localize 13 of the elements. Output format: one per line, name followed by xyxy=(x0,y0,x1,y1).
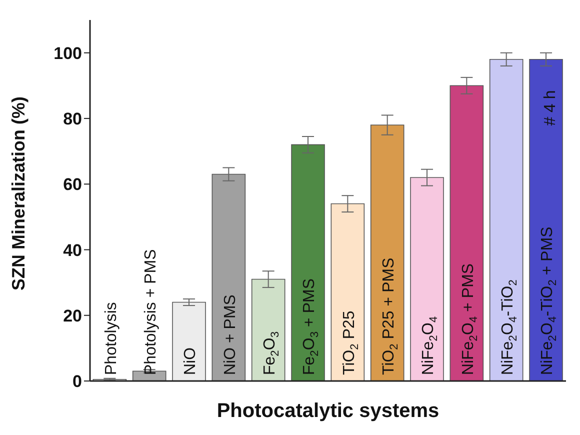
y-tick-label: 20 xyxy=(63,306,82,326)
x-tick-label: Photolysis xyxy=(102,302,120,375)
y-tick-label: 80 xyxy=(63,109,82,128)
y-tick-label: 40 xyxy=(63,240,82,260)
x-tick-label: NiO xyxy=(182,347,199,375)
x-tick-label: Photolysis + PMS xyxy=(142,249,159,375)
y-tick-label: 100 xyxy=(54,44,82,63)
x-axis-title: Photocatalytic systems xyxy=(216,400,440,422)
y-axis-title: SZN Mineralization (%) xyxy=(8,96,28,290)
x-tick-label: NiO + PMS xyxy=(221,294,238,375)
y-tick-label: 60 xyxy=(63,175,82,194)
annotation: # 4 h xyxy=(542,90,558,126)
y-tick-label: 0 xyxy=(72,372,82,392)
